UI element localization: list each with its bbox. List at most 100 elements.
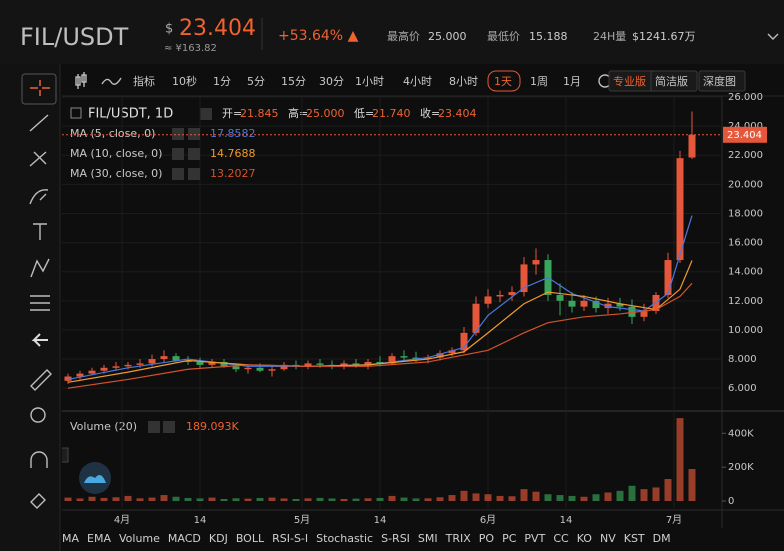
candle-icon[interactable] [75,72,87,89]
interval-button[interactable]: 1月 [563,75,581,88]
change: +53.64% ▲ [278,28,359,44]
legend-settings[interactable] [148,421,160,433]
candle-body [460,332,468,351]
interval-button[interactable]: 10秒 [172,74,197,88]
indicator[interactable]: RSI-S-I [272,531,309,545]
candle-body [112,366,120,368]
interval-button[interactable]: 1天 [494,75,512,88]
volume-tick-label: 200K [728,462,754,473]
brush-tool[interactable] [29,189,49,205]
indicator[interactable]: PVT [524,531,546,545]
indicator[interactable]: Volume [118,531,160,545]
left-toolbar [0,64,60,551]
view-button[interactable]: 专业版 [613,74,646,88]
last-price-label: 23.404 [727,130,762,141]
chart-title: FIL/USDT, 1D [88,107,173,122]
multi-line-tool[interactable] [29,151,47,167]
candle-body [592,300,600,309]
y-tick-label: 18.000 [728,208,763,219]
y-tick-label: 20.000 [728,179,763,190]
high: 25.000 [428,30,467,43]
indicator-button[interactable]: 指标 [133,74,155,88]
zoom-tool[interactable] [30,407,46,423]
candle-body [496,294,504,297]
interval-button[interactable]: 4小时 [403,75,432,88]
fib-tool[interactable] [30,295,50,311]
legend-close[interactable] [188,128,200,140]
legend-settings[interactable] [172,168,184,180]
ohlc-value: 25.000 [306,107,345,120]
measure-tool[interactable] [30,369,52,391]
interval-button[interactable]: 8小时 [449,75,478,88]
crosshair-tool[interactable] [30,80,50,96]
line-tool[interactable] [29,114,49,132]
candle-body [568,300,576,307]
indicator[interactable]: TRIX [445,531,471,545]
indicator[interactable]: DM [652,531,671,545]
indicator[interactable]: MA [62,531,80,545]
indicator[interactable]: BOLL [235,531,265,545]
legend-close[interactable] [188,148,200,160]
legend-close[interactable] [188,168,200,180]
lock-tool[interactable] [30,493,46,509]
magnet-tool[interactable] [30,451,48,468]
collapse-tab[interactable] [62,447,69,463]
indicator[interactable]: CC [553,531,569,545]
candle-body [400,356,408,358]
volume-last: 189.093K [186,420,239,433]
view-button[interactable]: 深度图 [703,74,736,88]
collapse-icon[interactable] [70,107,82,119]
candle-body [640,311,648,317]
legend-settings[interactable] [172,128,184,140]
legend-settings[interactable] [172,148,184,160]
high-label: 最高价 [387,29,420,43]
indicator[interactable]: KDJ [208,531,228,545]
candle-body [376,361,384,364]
view-button-bg[interactable] [698,70,746,92]
active-tool [21,73,57,105]
ma-legend: MA (30, close, 0) [70,167,162,180]
x-tick-label: 14 [194,515,207,526]
volume-legend: Volume (20) [70,420,137,433]
indicator[interactable]: NV [599,531,616,545]
indicator[interactable]: KO [576,531,592,545]
candle-body [676,158,684,261]
interval-button[interactable]: 1分 [213,75,231,88]
line-icon[interactable] [101,77,122,85]
view-button[interactable]: 简洁版 [655,74,688,88]
y-tick-label: 24.000 [728,121,763,132]
candle-body [256,367,264,371]
indicator[interactable]: PO [478,531,495,545]
dropdown-icon[interactable] [767,33,779,40]
legend-close[interactable] [163,421,175,433]
indicator[interactable]: EMA [87,531,111,545]
candle-body [532,260,540,265]
indicator[interactable]: MACD [167,531,201,545]
legend-settings[interactable] [200,108,212,120]
candle-body [76,373,84,377]
back-tool[interactable] [31,333,48,347]
interval-button[interactable]: 1周 [530,75,548,88]
text-tool[interactable] [33,223,47,240]
indicator[interactable]: PC [502,531,517,545]
interval-button[interactable]: 15分 [281,75,306,88]
indicator[interactable]: SMI [417,531,438,545]
indicator[interactable]: S-RSI [381,531,410,545]
candle-body [448,350,456,354]
indicator[interactable]: KST [623,531,645,545]
interval-button[interactable]: 1小时 [355,75,384,88]
candle-body [616,303,624,307]
y-tick-label: 8.000 [728,354,757,365]
view-button-bg[interactable] [650,70,698,92]
ma-value: 17.8582 [210,127,256,140]
x-tick-label: 14 [374,515,387,526]
low-label: 最低价 [487,30,520,43]
interval-button[interactable]: 5分 [247,75,265,88]
interval-button[interactable]: 30分 [319,75,344,88]
candle-body [184,360,192,362]
pattern-tool[interactable] [30,258,50,278]
volume-label: 24H量 [593,30,626,43]
active-interval [487,70,521,92]
indicator[interactable]: Stochastic [316,531,374,545]
candle-body [424,357,432,360]
